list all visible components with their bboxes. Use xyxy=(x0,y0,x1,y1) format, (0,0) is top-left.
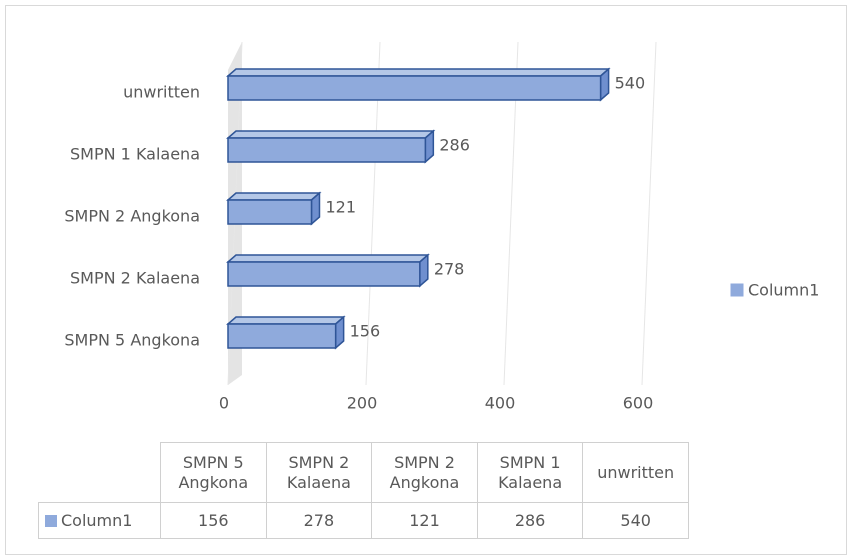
table-value: 286 xyxy=(476,502,584,539)
bar xyxy=(227,137,427,163)
data-label: 156 xyxy=(350,322,381,341)
bar-top xyxy=(226,254,430,263)
table-header: SMPN 1 Kalaena xyxy=(476,442,584,503)
table-value: 278 xyxy=(265,502,373,539)
y-tick-label: SMPN 2 Angkona xyxy=(64,207,200,226)
table-legend-key xyxy=(45,514,57,527)
bar xyxy=(227,261,421,287)
table-row-label: Column1 xyxy=(38,502,161,539)
x-tick-label: 0 xyxy=(219,394,229,413)
y-tick-label: SMPN 2 Kalaena xyxy=(70,269,200,288)
data-label: 278 xyxy=(434,260,465,279)
bar-top xyxy=(226,68,611,77)
bar-top xyxy=(226,130,436,139)
table-value: 121 xyxy=(371,502,478,539)
table-header: SMPN 5 Angkona xyxy=(160,442,267,503)
table-header: SMPN 2 Kalaena xyxy=(265,442,373,503)
data-label: 286 xyxy=(439,136,470,155)
bar xyxy=(227,199,313,225)
grid-line xyxy=(641,41,657,386)
y-tick-label: unwritten xyxy=(123,83,200,102)
y-tick-label: SMPN 5 Angkona xyxy=(64,331,200,350)
table-header: unwritten xyxy=(582,442,689,503)
table-series-name: Column1 xyxy=(61,510,133,530)
data-label: 121 xyxy=(325,198,356,217)
x-tick-label: 200 xyxy=(347,394,378,413)
bar-top xyxy=(226,316,346,325)
bar-top xyxy=(226,192,322,201)
table-value: 156 xyxy=(160,502,267,539)
data-label: 540 xyxy=(615,74,646,93)
y-tick-label: SMPN 1 Kalaena xyxy=(70,145,200,164)
table-header: SMPN 2 Angkona xyxy=(371,442,478,503)
x-tick-label: 600 xyxy=(623,394,654,413)
legend-label: Column1 xyxy=(748,281,819,300)
bar xyxy=(227,323,337,349)
bar xyxy=(227,75,602,101)
x-tick-label: 400 xyxy=(485,394,516,413)
table-value: 540 xyxy=(582,502,689,539)
legend-swatch xyxy=(730,283,744,297)
